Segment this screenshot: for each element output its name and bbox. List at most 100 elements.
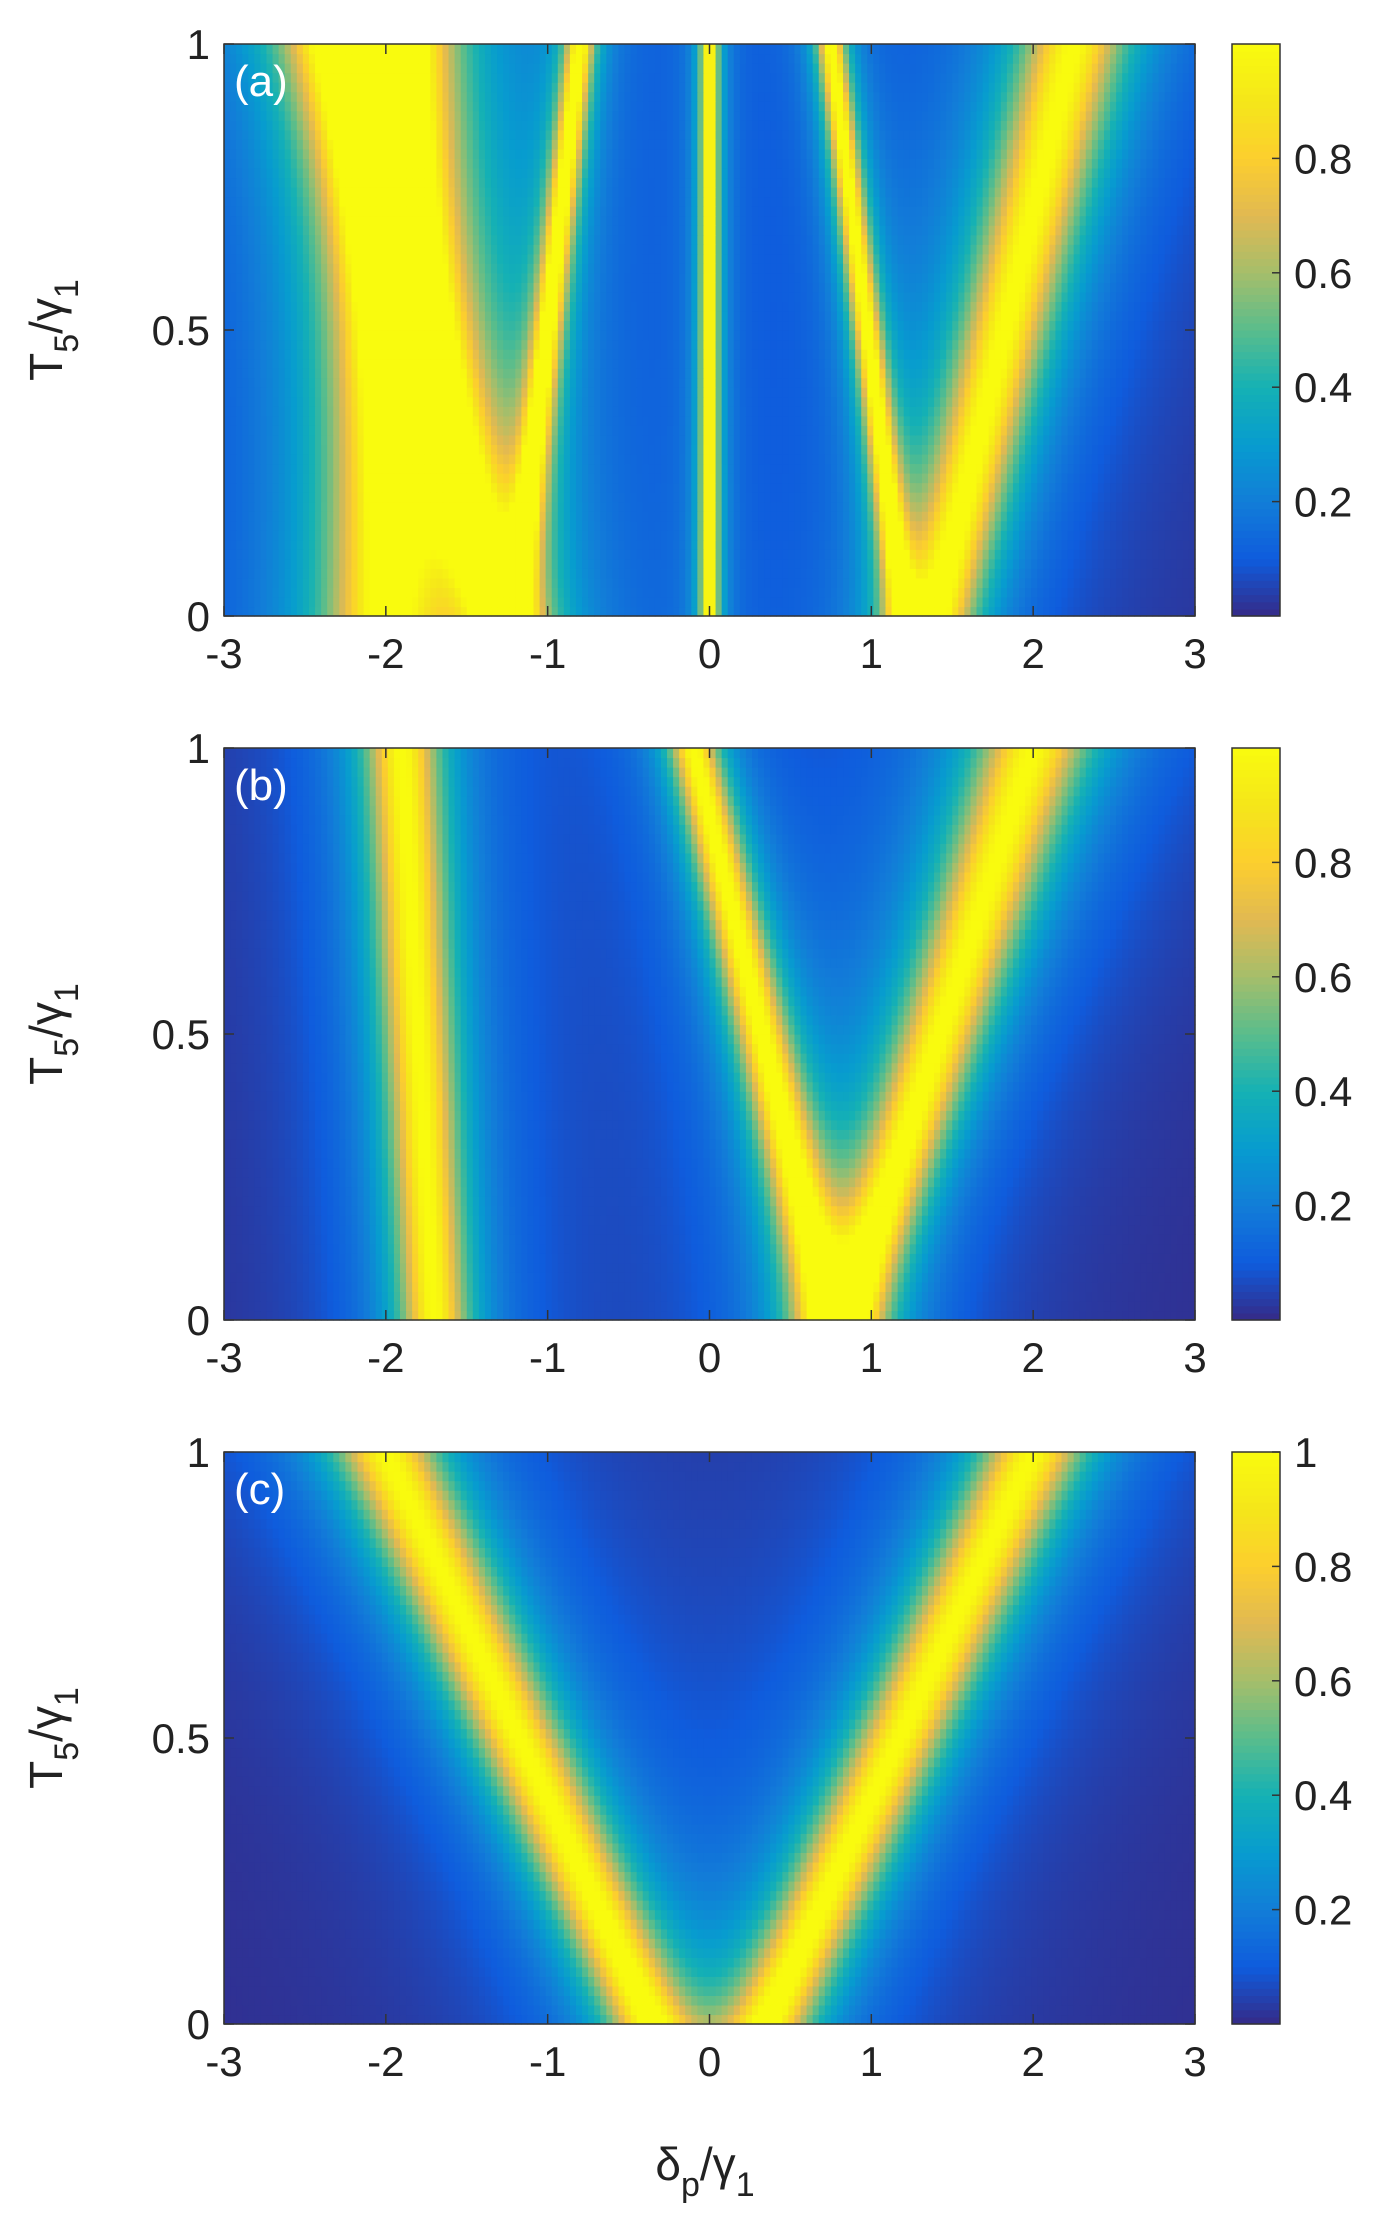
heatmap-cell xyxy=(782,539,789,550)
heatmap-cell xyxy=(1043,558,1050,569)
heatmap-cell xyxy=(266,406,274,417)
heatmap-cell xyxy=(1110,606,1117,617)
heatmap-cell xyxy=(721,520,729,531)
heatmap-cell xyxy=(575,492,583,503)
heatmap-cell xyxy=(406,339,413,350)
heatmap-cell xyxy=(800,492,808,503)
heatmap-cell xyxy=(266,396,274,407)
heatmap-cell xyxy=(399,568,407,579)
heatmap-cell xyxy=(260,520,268,531)
heatmap-cell xyxy=(302,539,310,550)
heatmap-cell xyxy=(709,358,717,369)
heatmap-cell xyxy=(630,444,638,455)
heatmap-cell xyxy=(308,577,316,588)
heatmap-cell xyxy=(782,577,789,588)
heatmap-cell xyxy=(1103,482,1111,493)
heatmap-cell xyxy=(424,310,431,322)
heatmap-cell xyxy=(891,349,899,360)
heatmap-cell xyxy=(472,444,480,455)
heatmap-cell xyxy=(381,549,389,560)
heatmap-cell xyxy=(673,501,680,512)
heatmap-cell xyxy=(1031,596,1038,608)
heatmap-cell xyxy=(296,377,304,388)
heatmap-cell xyxy=(575,444,583,455)
heatmap-cell xyxy=(278,539,286,550)
heatmap-cell xyxy=(424,501,431,512)
heatmap-cell xyxy=(1067,577,1075,588)
heatmap-cell xyxy=(940,587,947,598)
heatmap-cell xyxy=(527,511,535,522)
heatmap-cell xyxy=(1037,511,1044,522)
heatmap-cell xyxy=(254,387,262,398)
heatmap-cell xyxy=(903,587,911,598)
heatmap-cell xyxy=(515,444,522,455)
heatmap-cell xyxy=(1006,473,1014,484)
heatmap-cell xyxy=(302,511,310,522)
heatmap-cell xyxy=(952,539,959,550)
heatmap-cell xyxy=(497,406,504,417)
heatmap-cell xyxy=(1091,558,1099,569)
heatmap-cell xyxy=(1019,406,1026,417)
heatmap-cell xyxy=(327,453,334,465)
heatmap-cell xyxy=(970,501,978,512)
heatmap-cell xyxy=(230,558,237,569)
heatmap-cell xyxy=(1103,539,1111,550)
heatmap-cell xyxy=(575,396,583,407)
heatmap-cell xyxy=(1134,596,1141,608)
heatmap-cell xyxy=(1085,463,1093,474)
heatmap-cell xyxy=(381,520,389,531)
heatmap-cell xyxy=(970,339,978,350)
heatmap-cell xyxy=(733,492,741,503)
heatmap-cell xyxy=(588,520,595,531)
heatmap-cell xyxy=(1031,377,1038,388)
heatmap-cell xyxy=(685,406,692,417)
heatmap-cell xyxy=(764,587,771,598)
heatmap-cell xyxy=(333,463,340,474)
heatmap-cell xyxy=(418,310,425,322)
heatmap-cell xyxy=(333,492,340,503)
heatmap-cell xyxy=(867,339,874,350)
heatmap-cell xyxy=(818,520,826,531)
heatmap-cell xyxy=(867,568,874,579)
heatmap-cell xyxy=(812,396,820,407)
heatmap-cell xyxy=(745,501,753,512)
heatmap-cell xyxy=(697,606,705,617)
heatmap-cell xyxy=(921,606,929,617)
heatmap-cell xyxy=(1164,463,1172,474)
heatmap-cell xyxy=(454,444,462,455)
heatmap-cell xyxy=(1079,539,1087,550)
heatmap-cell xyxy=(557,368,565,379)
heatmap-cell xyxy=(1085,596,1093,608)
heatmap-cell xyxy=(843,358,850,369)
heatmap-cell xyxy=(1097,501,1105,512)
heatmap-cell xyxy=(867,577,874,588)
heatmap-cell xyxy=(1037,596,1044,608)
heatmap-cell xyxy=(897,434,905,445)
heatmap-cell xyxy=(849,453,856,465)
heatmap-cell xyxy=(224,577,231,588)
heatmap-cell xyxy=(739,501,747,512)
heatmap-cell xyxy=(521,444,529,455)
heatmap-cell xyxy=(697,444,705,455)
heatmap-cell xyxy=(1110,320,1117,331)
heatmap-cell xyxy=(260,387,268,398)
heatmap-cell xyxy=(369,406,377,417)
heatmap-cell xyxy=(697,349,705,360)
heatmap-cell xyxy=(1152,349,1160,360)
heatmap-cell xyxy=(1146,425,1154,436)
heatmap-cell xyxy=(1176,396,1184,407)
heatmap-cell xyxy=(1055,549,1063,560)
heatmap-cell xyxy=(248,368,255,379)
heatmap-cell xyxy=(709,482,717,493)
heatmap-cell xyxy=(315,358,322,369)
heatmap-cell xyxy=(594,568,601,579)
heatmap-cell xyxy=(284,330,292,341)
heatmap-cell xyxy=(782,396,789,407)
heatmap-cell xyxy=(387,587,395,598)
heatmap-cell xyxy=(230,549,237,560)
heatmap-cell xyxy=(1164,415,1172,426)
heatmap-cell xyxy=(703,539,711,550)
heatmap-cell xyxy=(448,568,456,579)
heatmap-cell xyxy=(709,530,717,541)
heatmap-cell xyxy=(236,377,243,388)
